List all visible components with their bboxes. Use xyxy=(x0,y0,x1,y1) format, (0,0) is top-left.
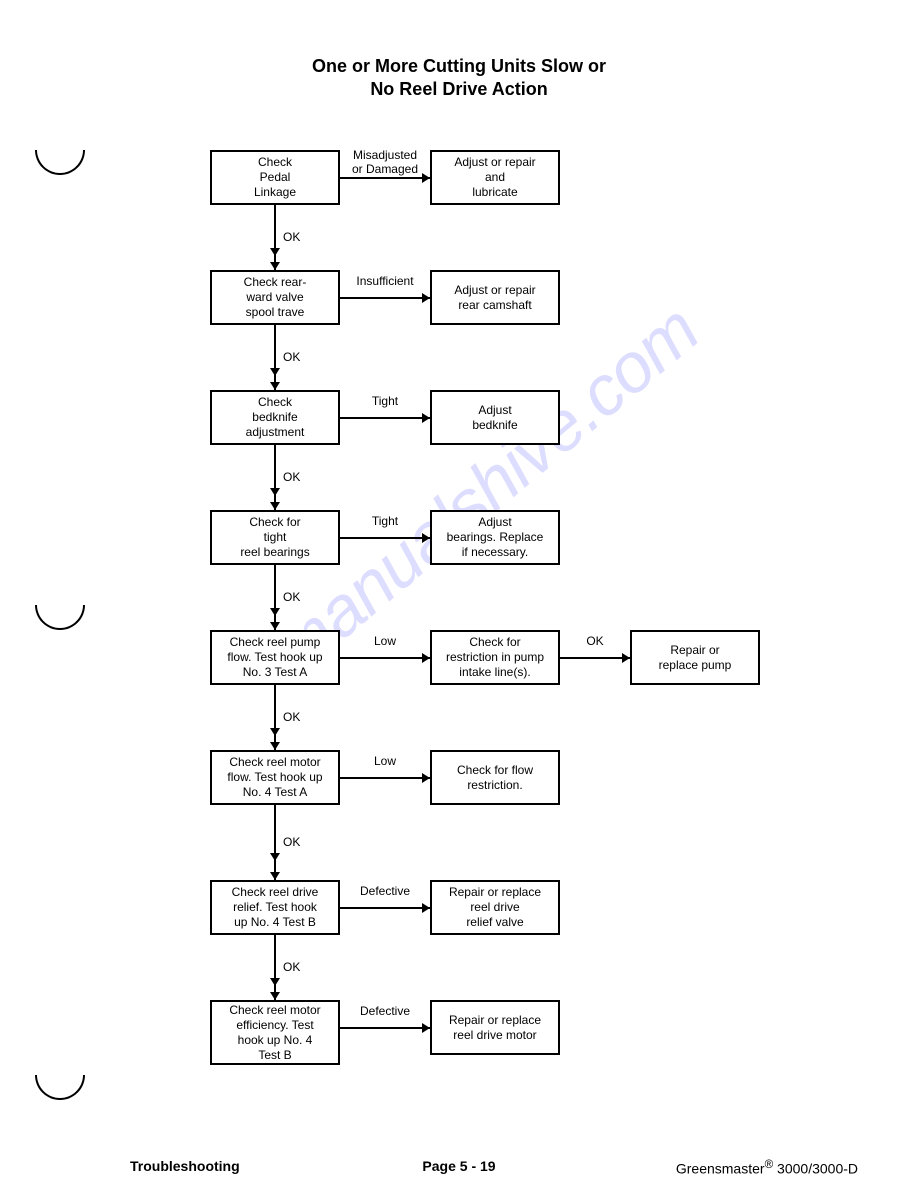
flow-node: Checkbedknifeadjustment xyxy=(210,390,340,445)
flow-edge xyxy=(274,685,276,750)
page-title: One or More Cutting Units Slow or No Ree… xyxy=(0,55,918,102)
flow-node: CheckPedalLinkage xyxy=(210,150,340,205)
footer-model-num: 3000/3000-D xyxy=(773,1161,858,1177)
flow-edge-label: OK xyxy=(283,590,300,604)
title-line: No Reel Drive Action xyxy=(370,79,547,99)
footer-model: Greensmaster® 3000/3000-D xyxy=(676,1158,858,1177)
flow-edge-label: OK xyxy=(283,350,300,364)
arrow-down-icon xyxy=(270,368,280,376)
arrow-right-icon xyxy=(422,413,430,423)
flow-node: Repair or replacereel driverelief valve xyxy=(430,880,560,935)
arrow-right-icon xyxy=(422,1023,430,1033)
flow-edge xyxy=(340,417,430,419)
flow-node: Adjust or repairrear camshaft xyxy=(430,270,560,325)
flow-edge xyxy=(340,777,430,779)
arrow-down-icon xyxy=(270,978,280,986)
flow-node: Repair orreplace pump xyxy=(630,630,760,685)
flow-edge-label: Tight xyxy=(342,514,428,528)
arrow-down-icon xyxy=(270,382,280,390)
scan-mark xyxy=(35,605,85,630)
flow-node: Check fortightreel bearings xyxy=(210,510,340,565)
flow-edge-label: OK xyxy=(283,230,300,244)
flow-edge xyxy=(340,1027,430,1029)
flow-edge-label: Low xyxy=(342,634,428,648)
flow-node: Check rear-ward valvespool trave xyxy=(210,270,340,325)
arrow-down-icon xyxy=(270,853,280,861)
flow-edge-label: OK xyxy=(283,710,300,724)
flow-node: Adjust or repairandlubricate xyxy=(430,150,560,205)
flow-edge xyxy=(340,177,430,179)
flow-edge xyxy=(274,805,276,880)
title-line: One or More Cutting Units Slow or xyxy=(312,56,606,76)
arrow-down-icon xyxy=(270,728,280,736)
flow-edge xyxy=(340,657,430,659)
arrow-right-icon xyxy=(422,903,430,913)
flow-node: Check reel motorflow. Test hook upNo. 4 … xyxy=(210,750,340,805)
flow-edge-label: Low xyxy=(342,754,428,768)
arrow-down-icon xyxy=(270,248,280,256)
flow-node: Check reel motorefficiency. Testhook up … xyxy=(210,1000,340,1065)
flow-edge xyxy=(274,325,276,390)
flow-edge-label: OK xyxy=(283,960,300,974)
arrow-down-icon xyxy=(270,992,280,1000)
flow-edge xyxy=(274,205,276,270)
arrow-down-icon xyxy=(270,622,280,630)
arrow-down-icon xyxy=(270,502,280,510)
arrow-down-icon xyxy=(270,262,280,270)
flow-edge-label: Insufficient xyxy=(342,274,428,288)
arrow-right-icon xyxy=(422,653,430,663)
flow-node: Adjustbedknife xyxy=(430,390,560,445)
flow-edge-label: Tight xyxy=(342,394,428,408)
flow-edge xyxy=(274,445,276,510)
flow-edge xyxy=(340,297,430,299)
flow-edge xyxy=(274,935,276,1000)
flow-edge-label: Defective xyxy=(342,1004,428,1018)
scan-mark xyxy=(35,1075,85,1100)
flow-edge xyxy=(560,657,630,659)
flow-node: Check for flowrestriction. xyxy=(430,750,560,805)
flow-node: Check reel driverelief. Test hookup No. … xyxy=(210,880,340,935)
flow-edge-label: OK xyxy=(283,835,300,849)
flow-node: Repair or replacereel drive motor xyxy=(430,1000,560,1055)
flow-edge xyxy=(340,537,430,539)
arrow-down-icon xyxy=(270,488,280,496)
page: One or More Cutting Units Slow or No Ree… xyxy=(0,0,918,1188)
arrow-right-icon xyxy=(622,653,630,663)
arrow-right-icon xyxy=(422,533,430,543)
footer-brand: Greensmaster xyxy=(676,1161,765,1177)
flow-edge xyxy=(274,565,276,630)
arrow-down-icon xyxy=(270,608,280,616)
flow-node: Check forrestriction in pumpintake line(… xyxy=(430,630,560,685)
arrow-down-icon xyxy=(270,872,280,880)
flow-node: Check reel pumpflow. Test hook upNo. 3 T… xyxy=(210,630,340,685)
flow-edge-label: Misadjustedor Damaged xyxy=(342,148,428,177)
flow-edge-label: OK xyxy=(283,470,300,484)
flow-edge-label: OK xyxy=(562,634,628,648)
arrow-right-icon xyxy=(422,773,430,783)
scan-mark xyxy=(35,150,85,175)
flow-edge xyxy=(340,907,430,909)
flow-edge-label: Defective xyxy=(342,884,428,898)
flow-node: Adjustbearings. Replaceif necessary. xyxy=(430,510,560,565)
arrow-right-icon xyxy=(422,293,430,303)
arrow-down-icon xyxy=(270,742,280,750)
